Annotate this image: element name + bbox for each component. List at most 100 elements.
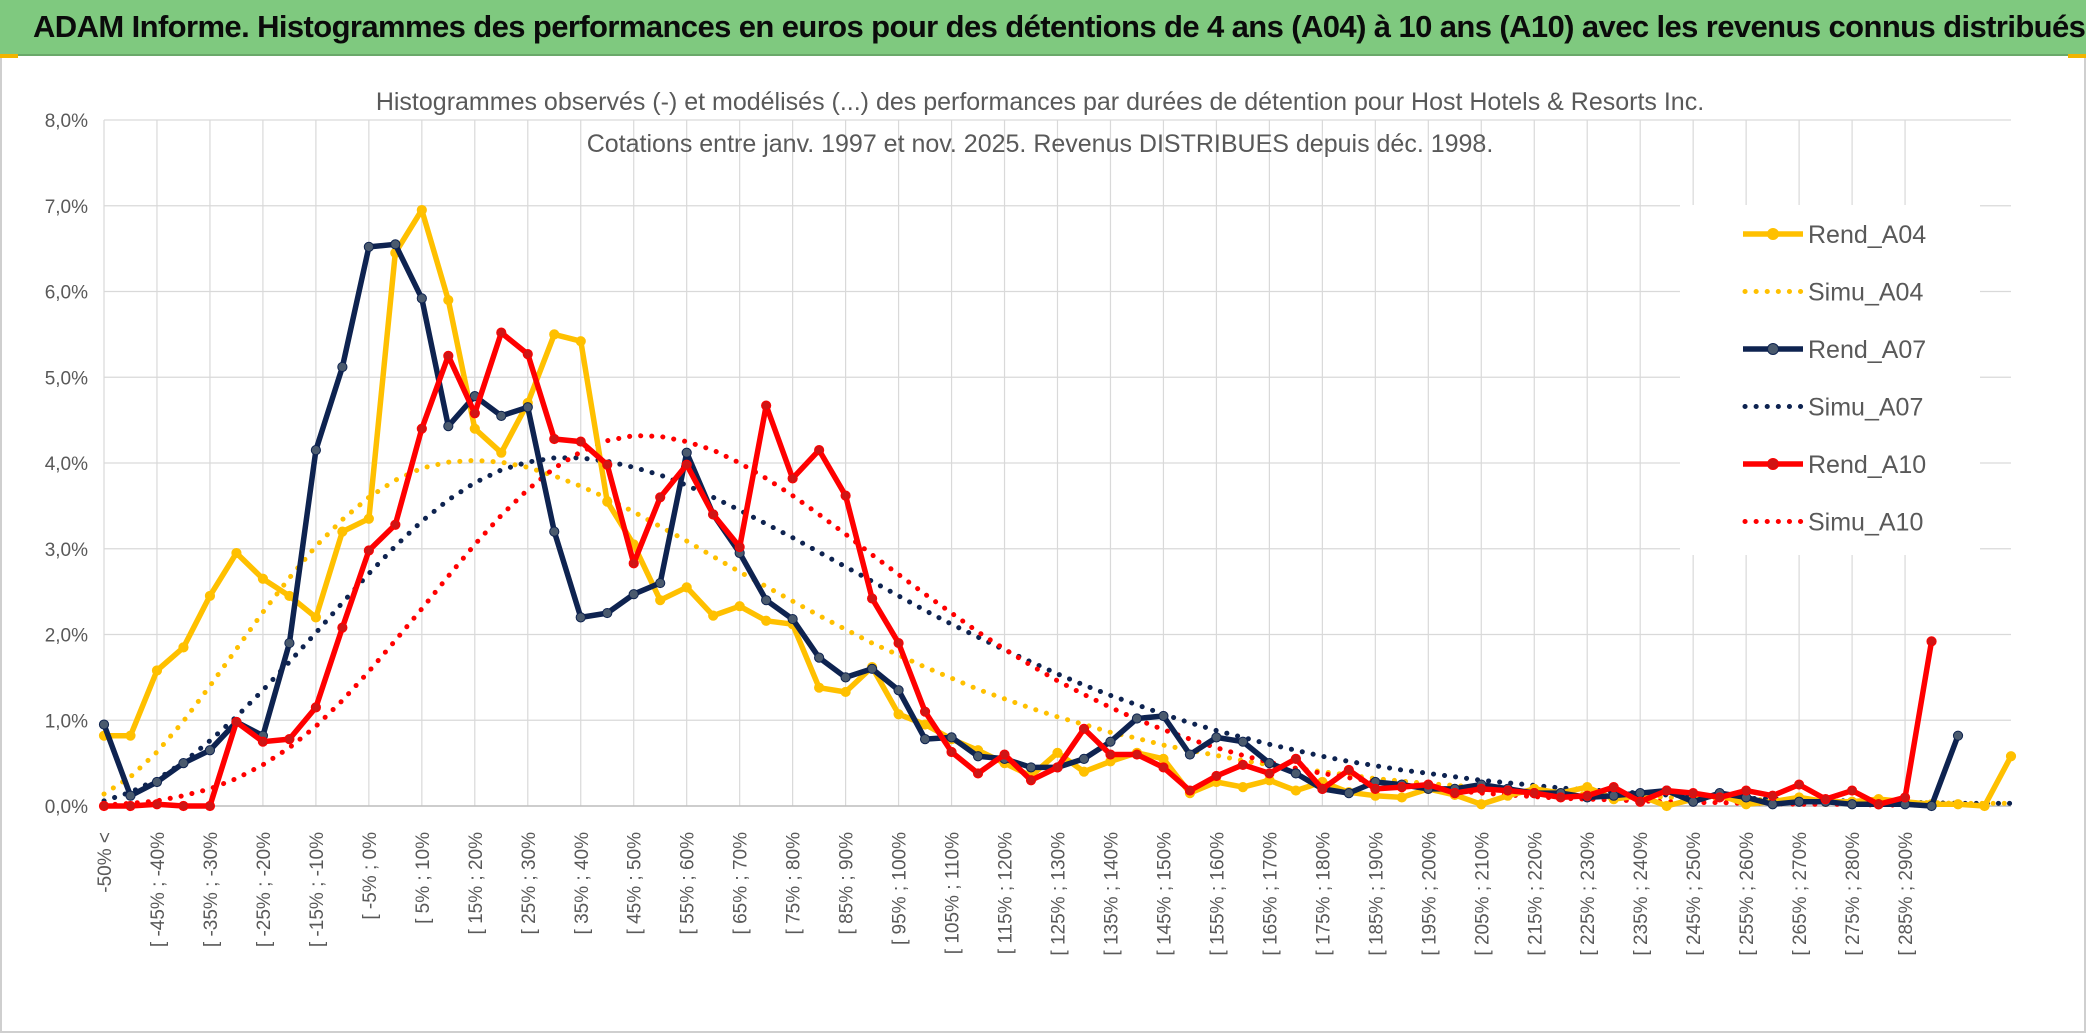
series-line-simu-a07: [101, 455, 2014, 806]
data-point-rend-a04: [231, 547, 242, 559]
x-tick-label: [ 85% ; 90%: [837, 832, 858, 935]
x-tick-label: [ 105% ; 110%: [943, 832, 964, 954]
data-point-rend-a10: [390, 519, 401, 530]
data-point-rend-a10: [708, 509, 719, 520]
data-point-rend-a04: [125, 730, 136, 741]
data-point-rend-a10: [761, 400, 772, 411]
y-tick-label: 8,0%: [45, 111, 88, 132]
data-point-rend-a10: [1555, 792, 1566, 803]
series-line-rend-a07: [101, 241, 1961, 809]
data-point-rend-a04: [178, 642, 189, 653]
data-point-rend-a04: [734, 601, 745, 612]
legend-marker: [1767, 228, 1779, 240]
x-tick-label: -50% <: [95, 832, 116, 893]
legend-box: [1680, 205, 1980, 555]
y-tick-label: 4,0%: [45, 454, 88, 475]
data-point-rend-a10: [1529, 788, 1540, 799]
chart-series: [98, 204, 2017, 812]
data-point-rend-a04: [1476, 799, 1487, 810]
data-point-rend-a04: [257, 573, 269, 584]
x-tick-label: [ 95% ; 100%: [890, 832, 911, 945]
data-point-rend-a07: [284, 637, 295, 649]
report-title: ADAM Informe. Histogrammes des performan…: [33, 9, 2086, 44]
legend-item-rend-a04: Rend_A04: [1743, 221, 1926, 249]
data-point-rend-a07: [1184, 749, 1196, 760]
data-point-rend-a10: [840, 490, 851, 501]
data-point-rend-a04: [1158, 753, 1169, 764]
corner-mark-left: [0, 54, 18, 58]
data-point-rend-a10: [1873, 799, 1884, 810]
data-point-rend-a10: [1926, 636, 1937, 647]
legend-marker: [1767, 458, 1779, 470]
data-point-rend-a10: [1105, 749, 1116, 760]
chart-legend: Rend_A04 Simu_A04 Rend_A07 Simu_A07 Rend_A10…: [1680, 205, 1980, 555]
data-point-rend-a07: [972, 751, 984, 762]
data-point-rend-a07: [549, 526, 560, 537]
data-point-rend-a07: [575, 612, 586, 623]
data-point-rend-a10: [893, 637, 904, 649]
data-point-rend-a07: [1767, 799, 1778, 810]
data-point-rend-a10: [337, 622, 348, 633]
data-point-rend-a04: [602, 496, 613, 507]
data-point-rend-a07: [1290, 768, 1301, 779]
y-tick-label: 2,0%: [45, 626, 88, 647]
x-tick-label: [ 145% ; 150%: [1154, 832, 1175, 956]
data-point-rend-a07: [1343, 788, 1354, 799]
legend-label: Simu_A07: [1808, 394, 1923, 422]
y-tick-label: 6,0%: [45, 283, 88, 304]
series-simu-a10: [101, 433, 1934, 808]
data-point-rend-a10: [231, 716, 242, 728]
data-point-rend-a10: [1237, 759, 1249, 770]
data-point-rend-a04: [2005, 751, 2017, 762]
data-point-rend-a10: [1635, 796, 1646, 807]
y-tick-label: 1,0%: [45, 711, 88, 732]
data-point-rend-a10: [1899, 792, 1911, 803]
data-point-rend-a07: [390, 239, 401, 250]
data-point-rend-a07: [496, 410, 507, 421]
y-tick-label: 7,0%: [45, 197, 88, 218]
data-point-rend-a07: [363, 241, 374, 253]
data-point-rend-a04: [1979, 800, 1990, 812]
data-point-rend-a10: [1264, 768, 1275, 779]
x-tick-label: [ 45% ; 50%: [625, 832, 646, 935]
data-point-rend-a10: [972, 768, 984, 779]
data-point-rend-a07: [1078, 753, 1090, 764]
series-simu-a07: [101, 455, 2014, 806]
corner-mark-right: [2068, 54, 2086, 58]
data-point-rend-a10: [1476, 783, 1487, 794]
x-tick-label: [ 255% ; 260%: [1737, 832, 1758, 956]
data-point-rend-a10: [257, 736, 269, 747]
data-point-rend-a07: [946, 732, 957, 743]
data-point-rend-a10: [734, 541, 745, 553]
data-point-rend-a07: [522, 402, 533, 413]
chart-subtitle: Cotations entre janv. 1997 et nov. 2025.…: [587, 130, 1494, 158]
data-point-rend-a04: [814, 682, 825, 693]
legend-label: Rend_A10: [1808, 451, 1926, 479]
data-point-rend-a10: [1688, 788, 1699, 799]
data-point-rend-a07: [1105, 736, 1116, 747]
x-tick-label: [ 125% ; 130%: [1049, 832, 1070, 956]
data-point-rend-a07: [1688, 796, 1699, 807]
data-point-rend-a10: [1794, 779, 1805, 790]
x-tick-label: [ 265% ; 270%: [1790, 832, 1811, 956]
data-point-rend-a07: [1264, 758, 1275, 769]
data-point-rend-a07: [151, 776, 163, 788]
legend-item-simu-a04: Simu_A04: [1742, 279, 1923, 307]
data-point-rend-a04: [840, 686, 851, 698]
legend-item-simu-a07: Simu_A07: [1742, 394, 1923, 422]
data-point-rend-a07: [1926, 800, 1937, 812]
data-point-rend-a07: [98, 719, 110, 730]
x-tick-label: [ 35% ; 40%: [572, 832, 593, 935]
data-point-rend-a04: [549, 329, 560, 340]
data-point-rend-a07: [1158, 710, 1169, 722]
x-tick-label: [ 235% ; 240%: [1631, 832, 1652, 956]
data-point-rend-a10: [1184, 785, 1196, 796]
data-point-rend-a07: [178, 758, 189, 769]
data-point-rend-a10: [310, 702, 321, 713]
data-point-rend-a10: [946, 746, 957, 758]
data-point-rend-a04: [1078, 766, 1090, 777]
data-point-rend-a07: [1952, 730, 1964, 741]
data-point-rend-a04: [655, 595, 666, 606]
x-tick-label: [ 215% ; 220%: [1525, 832, 1546, 956]
